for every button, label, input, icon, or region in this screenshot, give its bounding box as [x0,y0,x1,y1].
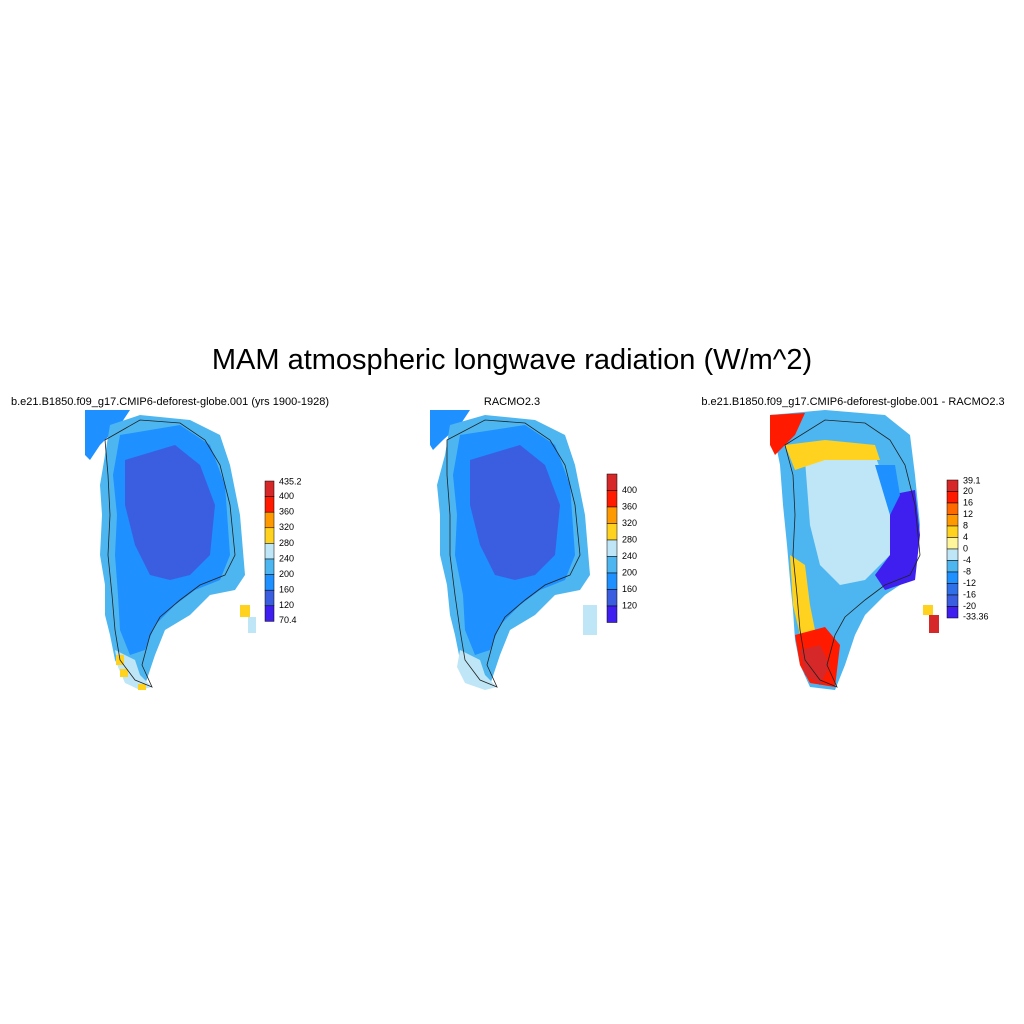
panel-3-map [770,410,939,690]
panel-2-east-cell [583,605,597,635]
colorbar-min-label: 70.4 [279,615,297,625]
panel-3-west-gold-band [790,555,815,635]
colorbar-tick-label: -4 [963,555,971,565]
colorbar-box [946,571,959,584]
colorbar-box [946,514,959,527]
colorbar-tick-label: 200 [279,569,294,579]
colorbar-box [606,572,618,590]
colorbar-tick-label: 360 [279,507,294,517]
panel-1-gold-cell-b [120,669,128,677]
panel-3-title: b.e21.B1850.f09_g17.CMIP6-deforest-globe… [701,396,1005,408]
panel-1-coastline [104,419,236,688]
colorbar-box [264,574,275,591]
colorbar-box [946,502,959,515]
panel-1-south-tip [115,650,152,690]
panel-3-south-dark-red [800,645,830,685]
colorbar-max-label: 39.1 [963,477,981,485]
colorbar-tick-label: 400 [279,491,294,501]
colorbar-tick-label: -8 [963,566,971,576]
colorbar-box [946,548,959,561]
colorbar-tick-label: 160 [622,584,637,594]
colorbar-box [946,594,959,607]
colorbar-tick-label: 240 [622,551,637,561]
colorbar-tick-label: 160 [279,585,294,595]
colorbar-box [606,490,618,508]
colorbar-tick-label: 400 [622,485,637,495]
colorbar-tick-label: 16 [963,497,973,507]
colorbar-tick-label: 280 [622,534,637,544]
panel-1-blue-cell [248,617,256,633]
colorbar-box [264,496,275,513]
colorbar-box [264,527,275,544]
colorbar-tick-label: 360 [622,501,637,511]
colorbar-box [606,556,618,574]
colorbar-tick-label: 12 [963,509,973,519]
colorbar-box [606,605,618,623]
panel-1-title: b.e21.B1850.f09_g17.CMIP6-deforest-globe… [11,396,329,408]
panel-2-interior-shape [470,445,560,580]
colorbar-tick-label: 320 [279,522,294,532]
panel-1-interior-shape [125,445,215,580]
colorbar-box [946,583,959,596]
colorbar-tick-label: 0 [963,543,968,553]
colorbar-tick-label: 4 [963,532,968,542]
panel-1-map [85,410,256,690]
colorbar-box [606,589,618,607]
panel-1-colorbar: 435.2 400 360 320 280 240 200 160 120 70.4 [264,478,302,625]
colorbar-box [946,479,959,492]
colorbar-box [264,480,275,497]
colorbar-tick-label: 8 [963,520,968,530]
figure-title: MAM atmospheric longwave radiation (W/m^… [211,344,813,376]
colorbar-tick-label: 200 [622,567,637,577]
colorbar-box [264,605,275,622]
colorbar-box [946,525,959,538]
panel-1-gold-cell-c [138,684,146,690]
panel-2-map [430,410,597,690]
panel-3-interior-shape [805,455,890,585]
colorbar-box [606,506,618,524]
colorbar-box [264,511,275,529]
colorbar-box [264,589,275,607]
colorbar-tick-label: -12 [963,578,976,588]
panel-3-north-gold-band [785,440,880,470]
colorbar-box [606,523,618,541]
colorbar-tick-label: -16 [963,589,976,599]
colorbar-box [946,537,959,550]
panel-3-coastline [784,419,921,688]
panel-2-colorbar: 400 360 320 280 240 200 160 120 [606,473,637,623]
panel-2-coastline [446,419,581,688]
colorbar-box [946,606,959,619]
colorbar-box [264,543,275,560]
colorbar-box [946,491,959,504]
colorbar-box [946,560,959,573]
colorbar-max-label: 435.2 [279,478,302,486]
panel-3-east-warm-cell-a [923,605,933,615]
colorbar-tick-label: 240 [279,553,294,563]
panel-2-title: RACMO2.3 [483,396,541,408]
panel-3-east-warm-cell-b [929,615,939,633]
colorbar-tick-label: 120 [279,600,294,610]
colorbar-tick-label: 280 [279,538,294,548]
colorbar-tick-label: -20 [963,601,976,611]
colorbar-tick-label: 320 [622,518,637,528]
panel-3-east-purple [875,490,920,590]
panel-3-north-warm [770,413,805,455]
colorbar-box [606,539,618,557]
colorbar-tick-label: 20 [963,486,973,496]
panel-1-gold-cell-d [240,605,250,617]
colorbar-tick-label: 120 [622,600,637,610]
colorbar-box [606,473,618,491]
panel-3-east-mid-blue [875,465,900,515]
colorbar-box [264,558,275,575]
panel-2-south-tip [457,650,497,690]
colorbar-min-label: -33.36 [963,611,989,621]
